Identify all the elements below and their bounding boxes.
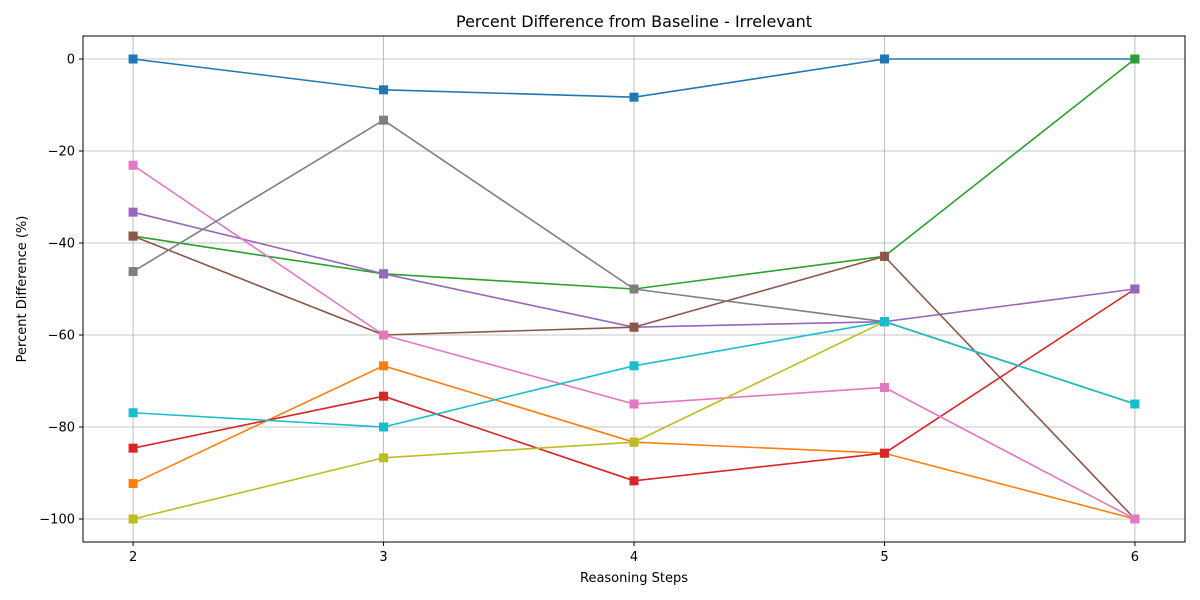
series-point (879, 251, 889, 261)
x-tick-label: 6 (1131, 550, 1139, 565)
series-point (629, 322, 639, 332)
y-tick-label: −20 (48, 145, 75, 160)
series-point (1130, 284, 1140, 294)
series-point (128, 267, 138, 277)
series-point (879, 448, 889, 458)
series-point (128, 408, 138, 418)
series-point (128, 443, 138, 453)
x-tick-label: 2 (129, 550, 137, 565)
series-group (128, 54, 1140, 524)
series-point (1130, 514, 1140, 524)
series-point (629, 437, 639, 447)
series-point (128, 231, 138, 241)
x-tick-label: 3 (379, 550, 387, 565)
series-point (379, 422, 389, 432)
series-point (379, 85, 389, 95)
y-tick-label: 0 (67, 53, 75, 68)
series-point (379, 453, 389, 463)
series-point (379, 115, 389, 125)
y-tick-label: −80 (48, 421, 75, 436)
series-point (128, 479, 138, 489)
series-point (128, 207, 138, 217)
series-point (629, 92, 639, 102)
series-point (879, 382, 889, 392)
series-10 (128, 317, 1140, 432)
y-tick-label: −40 (48, 237, 75, 252)
series-point (629, 284, 639, 294)
series-point (879, 54, 889, 64)
series-point (379, 391, 389, 401)
series-point (128, 54, 138, 64)
series-point (629, 399, 639, 409)
y-axis-ticks: 0 −20 −40 −60 −80 −100 (39, 53, 83, 528)
series-7 (128, 160, 1140, 524)
y-tick-label: −60 (48, 329, 75, 344)
series-point (379, 269, 389, 279)
series-point (629, 476, 639, 486)
x-axis-label: Reasoning Steps (580, 571, 688, 586)
y-tick-label: −100 (39, 513, 75, 528)
series-point (1130, 54, 1140, 64)
series-point (629, 361, 639, 371)
series-point (128, 160, 138, 170)
series-point (879, 317, 889, 327)
x-axis-ticks: 2 3 4 5 6 (129, 542, 1139, 565)
series-point (379, 330, 389, 340)
series-point (379, 361, 389, 371)
series-point (1130, 399, 1140, 409)
y-axis-label: Percent Difference (%) (15, 216, 30, 363)
x-tick-label: 4 (630, 550, 638, 565)
chart-title: Percent Difference from Baseline - Irrel… (456, 12, 812, 31)
x-tick-label: 5 (880, 550, 888, 565)
series-point (128, 514, 138, 524)
